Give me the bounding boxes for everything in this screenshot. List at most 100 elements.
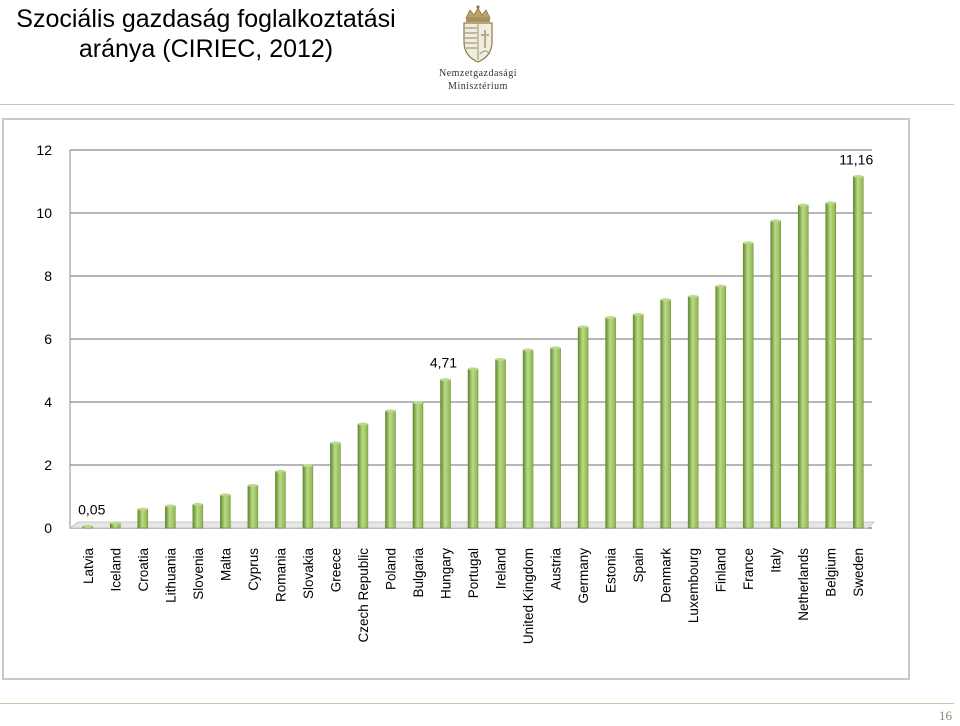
bar-top <box>495 357 506 361</box>
bar-top <box>275 469 286 473</box>
chart-frame: 0 2 4 6 8 10 12 Latvia 0,05 Iceland Croatia Lithuan… <box>2 118 910 680</box>
bar <box>715 285 726 529</box>
bar-top <box>110 521 121 525</box>
x-category-label: Portugal <box>466 548 481 598</box>
bar <box>742 242 754 529</box>
y-tick-label: 6 <box>44 331 52 347</box>
bar <box>797 204 809 529</box>
x-category-label: Denmark <box>659 548 674 603</box>
bar-top <box>633 312 644 316</box>
bar-top <box>578 325 589 329</box>
bar <box>495 359 506 529</box>
bar <box>192 504 204 529</box>
bar-top <box>220 493 231 497</box>
bar <box>632 314 644 529</box>
bar-top <box>550 346 561 350</box>
x-category-label: Greece <box>328 548 343 592</box>
x-category-label: Austria <box>549 548 564 591</box>
bar-top <box>330 441 341 445</box>
x-category-label: Poland <box>383 548 398 590</box>
bar-top <box>385 409 396 413</box>
x-category-label: Cyprus <box>246 548 261 591</box>
x-category-label: Germany <box>576 548 591 604</box>
x-category-label: Czech Republic <box>356 548 371 643</box>
footer-divider <box>0 703 954 704</box>
page-number: 16 <box>939 708 952 723</box>
bar-top <box>412 401 423 405</box>
bar-top <box>660 298 671 302</box>
bar-chart: 0 2 4 6 8 10 12 Latvia 0,05 Iceland Croatia Lithuan… <box>36 142 875 644</box>
bar <box>220 494 231 529</box>
x-category-label: Latvia <box>81 548 96 585</box>
slide-title-line-1: Szociális gazdaság foglalkoztatási <box>16 5 396 33</box>
x-category-label: Sweden <box>851 548 866 597</box>
bar <box>770 220 781 529</box>
bar-top <box>302 464 313 468</box>
bar-top <box>523 348 534 352</box>
bar-top <box>137 507 148 511</box>
bar <box>275 471 286 529</box>
bar <box>605 317 616 529</box>
y-tick-label: 2 <box>44 457 52 473</box>
x-category-label: Croatia <box>136 548 151 592</box>
bar-top <box>192 502 203 506</box>
x-category-label: Lithuania <box>163 548 178 603</box>
coat-of-arms-icon <box>463 5 493 63</box>
logo-text-line-2: Minisztérium <box>448 81 508 92</box>
bar-top <box>770 219 781 223</box>
logo-text-line-1: Nemzetgazdasági <box>438 68 518 79</box>
x-category-label: Romania <box>273 548 288 603</box>
bar <box>660 299 671 529</box>
bar <box>687 296 699 529</box>
bar-top <box>743 241 754 245</box>
y-tick-label: 0 <box>44 520 52 536</box>
x-category-label: Hungary <box>438 548 453 599</box>
bar-top <box>798 203 809 207</box>
bar-top <box>247 483 258 487</box>
bar-top <box>605 316 616 320</box>
x-category-label: Italy <box>769 548 784 573</box>
bar-top <box>357 422 368 426</box>
header-divider <box>0 104 954 105</box>
x-category-label: Slovakia <box>301 548 316 600</box>
bar <box>522 349 534 529</box>
bar <box>330 442 341 529</box>
data-label: 0,05 <box>78 501 105 517</box>
bar-top <box>468 367 478 371</box>
x-category-label: United Kingdom <box>521 548 536 644</box>
bar <box>357 423 369 529</box>
x-category-label: Slovenia <box>191 548 206 600</box>
x-category-label: Malta <box>218 548 233 582</box>
data-label: 4,71 <box>430 355 457 371</box>
x-category-label: Luxembourg <box>686 548 701 623</box>
x-category-label: France <box>741 548 756 590</box>
slide-title: Szociális gazdaság foglalkoztatási arány… <box>6 4 406 64</box>
x-category-label: Spain <box>631 548 646 583</box>
bar <box>165 505 176 529</box>
bar-top <box>688 294 699 298</box>
bar <box>550 347 561 529</box>
data-label: 11,16 <box>839 151 873 167</box>
bar <box>577 326 589 529</box>
bar-top <box>715 284 726 288</box>
bar-top <box>82 524 93 528</box>
y-tick-label: 10 <box>36 205 52 221</box>
x-category-label: Belgium <box>824 548 839 597</box>
bar <box>440 379 451 529</box>
x-category-label: Estonia <box>604 548 619 594</box>
x-category-label: Iceland <box>108 548 123 592</box>
bar <box>302 465 314 529</box>
y-tick-label: 4 <box>44 394 52 410</box>
ministry-logo: Nemzetgazdasági Minisztérium <box>418 4 538 96</box>
bar <box>825 202 836 529</box>
x-category-label: Netherlands <box>796 548 811 621</box>
bar <box>385 410 396 529</box>
x-category-label: Ireland <box>494 548 509 589</box>
bar <box>852 176 864 529</box>
bar-top <box>440 378 451 382</box>
bar <box>137 508 149 529</box>
x-category-label: Bulgaria <box>411 548 426 598</box>
x-category-label: Finland <box>714 548 729 592</box>
bar <box>412 402 424 529</box>
y-tick-label: 8 <box>44 268 52 284</box>
